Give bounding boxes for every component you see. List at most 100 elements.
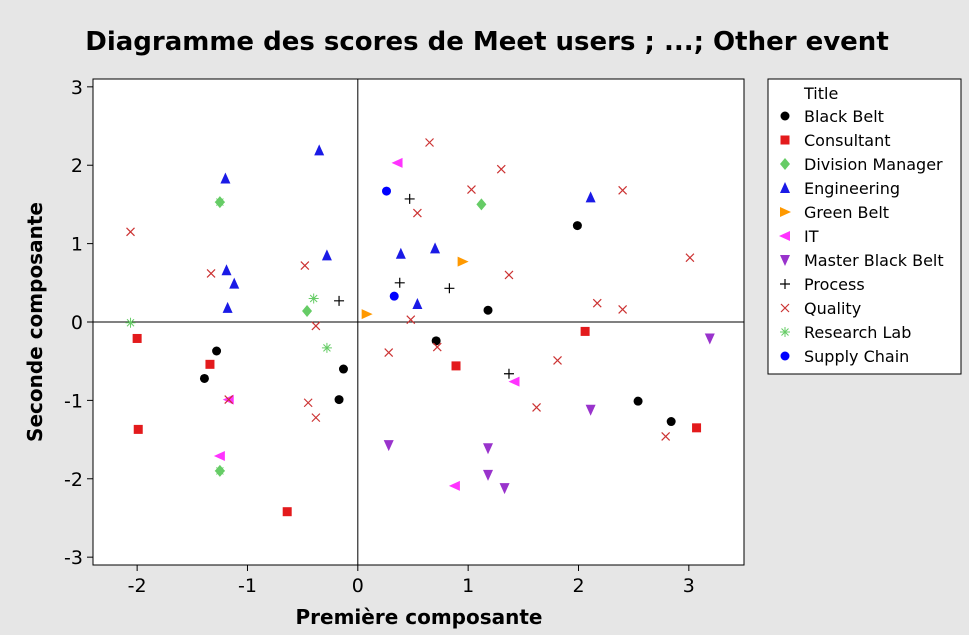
data-point-engineering (395, 247, 406, 259)
legend-label-engineering: Engineering (804, 179, 900, 198)
x-tick-label: -2 (128, 575, 147, 597)
data-point-research-lab (214, 197, 225, 208)
data-point-quality (618, 185, 628, 195)
data-points (125, 138, 715, 517)
x-tick-label: 0 (352, 575, 364, 597)
data-point-quality (496, 164, 506, 174)
data-point-process (503, 368, 514, 379)
data-point-quality (300, 261, 310, 270)
data-point-process (404, 193, 415, 204)
data-point-quality (126, 227, 135, 237)
legend-label-consultant: Consultant (804, 131, 891, 150)
data-point-black-belt (338, 364, 348, 374)
data-point-consultant (205, 359, 215, 369)
data-point-quality (206, 268, 216, 278)
data-point-master-black-belt (499, 483, 510, 495)
data-point-division-manager (476, 198, 487, 211)
data-point-black-belt (431, 336, 441, 346)
series-process (334, 193, 514, 379)
legend-marker-engineering (780, 182, 790, 193)
data-point-consultant (580, 326, 590, 336)
legend-label-supply-chain: Supply Chain (804, 347, 909, 366)
data-point-quality (303, 398, 313, 408)
legend-label-research-lab: Research Lab (804, 323, 911, 342)
data-point-quality (425, 138, 434, 147)
data-point-black-belt (334, 395, 344, 405)
series-research-lab (125, 197, 332, 476)
legend-label-quality: Quality (804, 299, 861, 318)
data-point-engineering (321, 249, 332, 261)
data-point-black-belt (483, 305, 493, 315)
data-point-engineering (221, 264, 232, 276)
data-point-quality (532, 403, 541, 412)
data-point-consultant (132, 333, 142, 343)
x-tick-label: -1 (238, 575, 257, 597)
legend-marker-green-belt (780, 207, 791, 217)
legend-marker-research-lab (780, 327, 790, 337)
series-green-belt (361, 256, 469, 320)
data-point-green-belt (361, 309, 373, 320)
legend-marker-division-manager (780, 158, 790, 170)
data-point-consultant (692, 423, 702, 433)
data-point-research-lab (308, 293, 319, 304)
legend-label-division-manager: Division Manager (804, 155, 943, 174)
legend-title: Title (803, 84, 838, 103)
data-point-quality (406, 315, 416, 325)
legend-marker-quality (780, 303, 790, 313)
data-point-supply-chain (382, 186, 392, 196)
data-point-consultant (282, 507, 292, 517)
data-point-quality (504, 270, 514, 280)
data-point-it (213, 451, 225, 462)
data-point-quality (412, 208, 422, 218)
series-master-black-belt (383, 333, 715, 495)
data-point-research-lab (321, 342, 332, 353)
data-point-division-manager (302, 305, 313, 318)
y-tick-label: -2 (64, 469, 83, 491)
x-axis-label: Première composante (296, 605, 543, 629)
x-tick-label: 2 (572, 575, 584, 597)
axes: -2 -1 0 1 2 3 -3 -2 -1 0 1 2 3 (64, 77, 744, 597)
data-point-quality (592, 298, 602, 308)
data-point-master-black-belt (483, 469, 494, 481)
y-axis-label: Seconde composante (23, 202, 47, 442)
data-point-engineering (585, 191, 596, 203)
legend-label-process: Process (804, 275, 865, 294)
legend-label-black-belt: Black Belt (804, 107, 884, 126)
legend-marker-it (779, 231, 790, 241)
data-point-black-belt (633, 396, 643, 406)
legend: Title Black Belt Consultant Division Manag… (767, 78, 962, 375)
data-point-process (334, 295, 345, 306)
data-point-quality (384, 348, 394, 357)
data-point-process (444, 283, 455, 294)
series-quality (126, 138, 695, 441)
data-point-engineering (229, 277, 240, 289)
series-engineering (220, 144, 596, 313)
data-point-engineering (220, 172, 231, 184)
data-point-quality (311, 413, 321, 423)
y-tick-label: -3 (64, 547, 83, 569)
data-point-green-belt (457, 256, 469, 267)
data-point-engineering (412, 297, 423, 309)
legend-label-master-black-belt: Master Black Belt (804, 251, 944, 270)
y-tick-label: 1 (71, 234, 83, 256)
data-point-consultant (133, 424, 143, 434)
series-black-belt (199, 221, 676, 427)
data-point-process (394, 277, 405, 288)
legend-label-green-belt: Green Belt (804, 203, 889, 222)
data-point-quality (685, 253, 695, 263)
data-point-master-black-belt (704, 333, 715, 345)
data-point-consultant (451, 361, 461, 371)
data-point-it (508, 376, 520, 387)
legend-label-it: IT (804, 227, 819, 246)
legend-marker-consultant (780, 135, 790, 145)
data-point-master-black-belt (483, 443, 494, 455)
legend-marker-process (780, 279, 790, 289)
data-point-quality (618, 305, 628, 314)
data-point-research-lab (125, 317, 136, 328)
data-point-quality (432, 342, 442, 352)
data-point-engineering (314, 144, 325, 156)
data-point-supply-chain (389, 291, 399, 301)
y-tick-label: 0 (71, 312, 83, 334)
